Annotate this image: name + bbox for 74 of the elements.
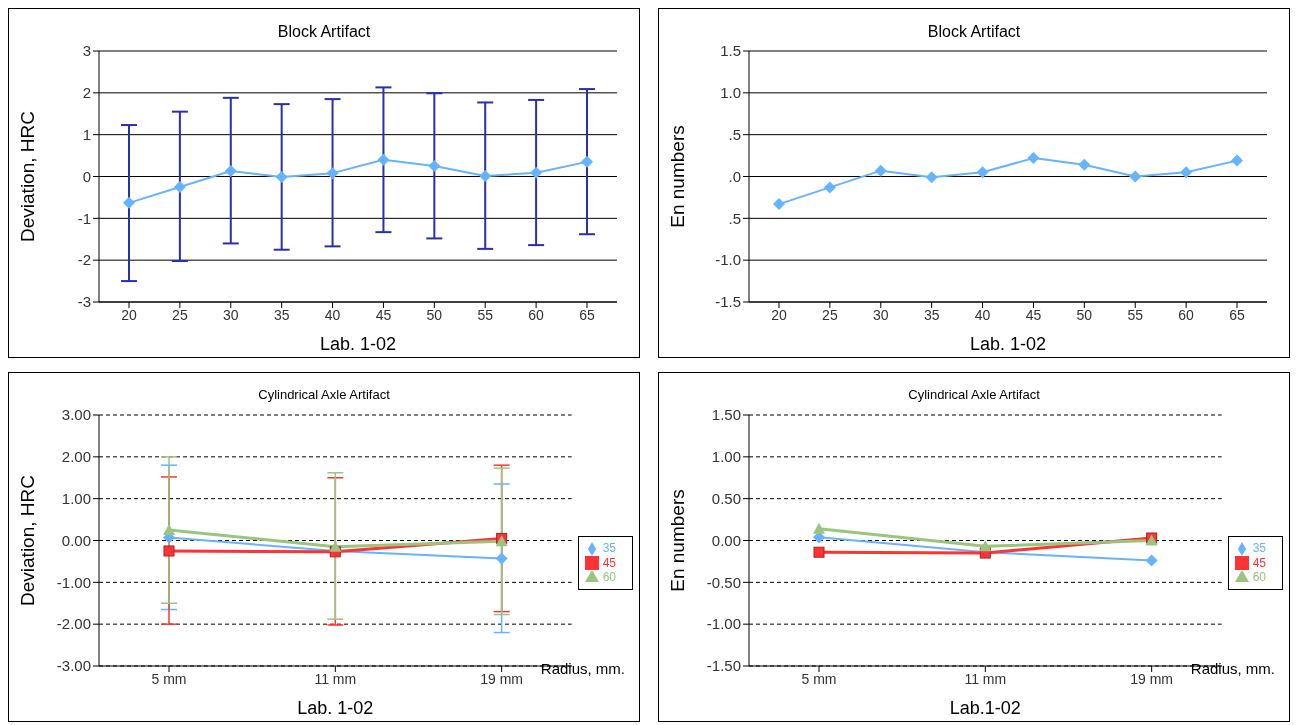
x-tick-label: 20: [121, 306, 137, 323]
legend-label: 60: [602, 570, 616, 585]
x-tick-label: 5 mm: [151, 670, 187, 687]
x-tick-label: 45: [375, 306, 392, 323]
x-tick-label: 65: [1229, 306, 1245, 323]
legend-label: 45: [602, 555, 616, 570]
chart-title: Cylindrical Axle Artifact: [257, 387, 391, 404]
y-tick-label: -1.0: [715, 251, 741, 269]
annotation: Radius, mm.: [1190, 660, 1275, 677]
legend-label: 60: [1252, 570, 1266, 585]
x-tick-label: 40: [324, 306, 341, 323]
x-tick-label: 5 mm: [801, 670, 837, 687]
y-tick-label: 1.00: [711, 448, 741, 466]
y-tick-label: 1.0: [720, 84, 741, 102]
y-tick-label: 1.5: [720, 42, 741, 60]
x-tick-label: 11 mm: [314, 670, 357, 687]
x-tick-label: 30: [872, 306, 889, 323]
x-tick-label: 40: [974, 306, 991, 323]
x-tick-label: 11 mm: [964, 670, 1007, 687]
y-tick-label: .5: [728, 209, 741, 227]
y-tick-label: -1: [77, 209, 91, 227]
x-axis-title: Lab.1-02: [949, 698, 1021, 718]
legend-label: 35: [602, 540, 616, 555]
y-tick-label: 2.00: [61, 448, 91, 466]
x-tick-label: 60: [1178, 306, 1195, 323]
chart-title: Block Artifact: [926, 23, 1022, 42]
y-tick-label: 2: [82, 84, 91, 102]
y-tick-label: -1.00: [706, 615, 741, 633]
x-tick-label: 50: [426, 306, 443, 323]
y-axis-title: En numbers: [666, 125, 688, 228]
x-tick-label: 35: [923, 306, 940, 323]
x-axis-title: Lab. 1-02: [319, 334, 397, 354]
y-tick-label: .5: [728, 125, 741, 143]
x-tick-label: 50: [1076, 306, 1093, 323]
y-tick-label: 1.50: [711, 406, 741, 424]
legend-label: 35: [1252, 540, 1266, 555]
y-tick-label: 0.00: [61, 531, 91, 549]
x-tick-label: 19 mm: [1130, 670, 1174, 687]
y-axis-title: Deviation, HRC: [16, 111, 38, 242]
x-tick-label: 55: [1127, 306, 1144, 323]
y-tick-label: .0: [728, 167, 741, 185]
x-tick-label: 25: [172, 306, 188, 323]
y-tick-label: -3: [77, 293, 91, 311]
y-tick-label: 3.00: [61, 406, 91, 424]
y-tick-label: -2.00: [56, 615, 91, 633]
y-tick-label: 1.00: [61, 489, 91, 507]
y-tick-label: -3.00: [56, 657, 91, 675]
y-tick-label: -2: [77, 251, 91, 269]
y-tick-label: -1.50: [706, 657, 741, 675]
x-axis-title: Lab. 1-02: [297, 698, 374, 718]
legend-label: 45: [1252, 555, 1266, 570]
x-tick-label: 55: [477, 306, 494, 323]
x-axis-title: Lab. 1-02: [969, 334, 1047, 354]
y-tick-label: 0.50: [711, 489, 741, 507]
x-tick-label: 20: [771, 306, 787, 323]
y-axis-title: Deviation, HRC: [16, 475, 38, 606]
y-tick-label: -1.5: [715, 293, 741, 311]
y-axis-title: En numbers: [666, 489, 688, 592]
y-tick-label: 0: [82, 167, 91, 185]
y-tick-label: -0.50: [706, 573, 741, 591]
y-tick-label: 0.00: [711, 531, 741, 549]
x-tick-label: 19 mm: [480, 670, 524, 687]
x-tick-label: 35: [273, 306, 290, 323]
x-tick-label: 25: [822, 306, 838, 323]
chart-title: Cylindrical Axle Artifact: [907, 387, 1041, 404]
y-tick-label: -1.00: [56, 573, 91, 591]
annotation: Radius, mm.: [540, 660, 625, 677]
y-tick-label: 3: [82, 42, 91, 60]
chart-title: Block Artifact: [276, 23, 372, 42]
x-tick-label: 45: [1025, 306, 1042, 323]
y-tick-label: 1: [82, 125, 91, 143]
x-tick-label: 60: [528, 306, 545, 323]
x-tick-label: 65: [579, 306, 595, 323]
x-tick-label: 30: [222, 306, 239, 323]
